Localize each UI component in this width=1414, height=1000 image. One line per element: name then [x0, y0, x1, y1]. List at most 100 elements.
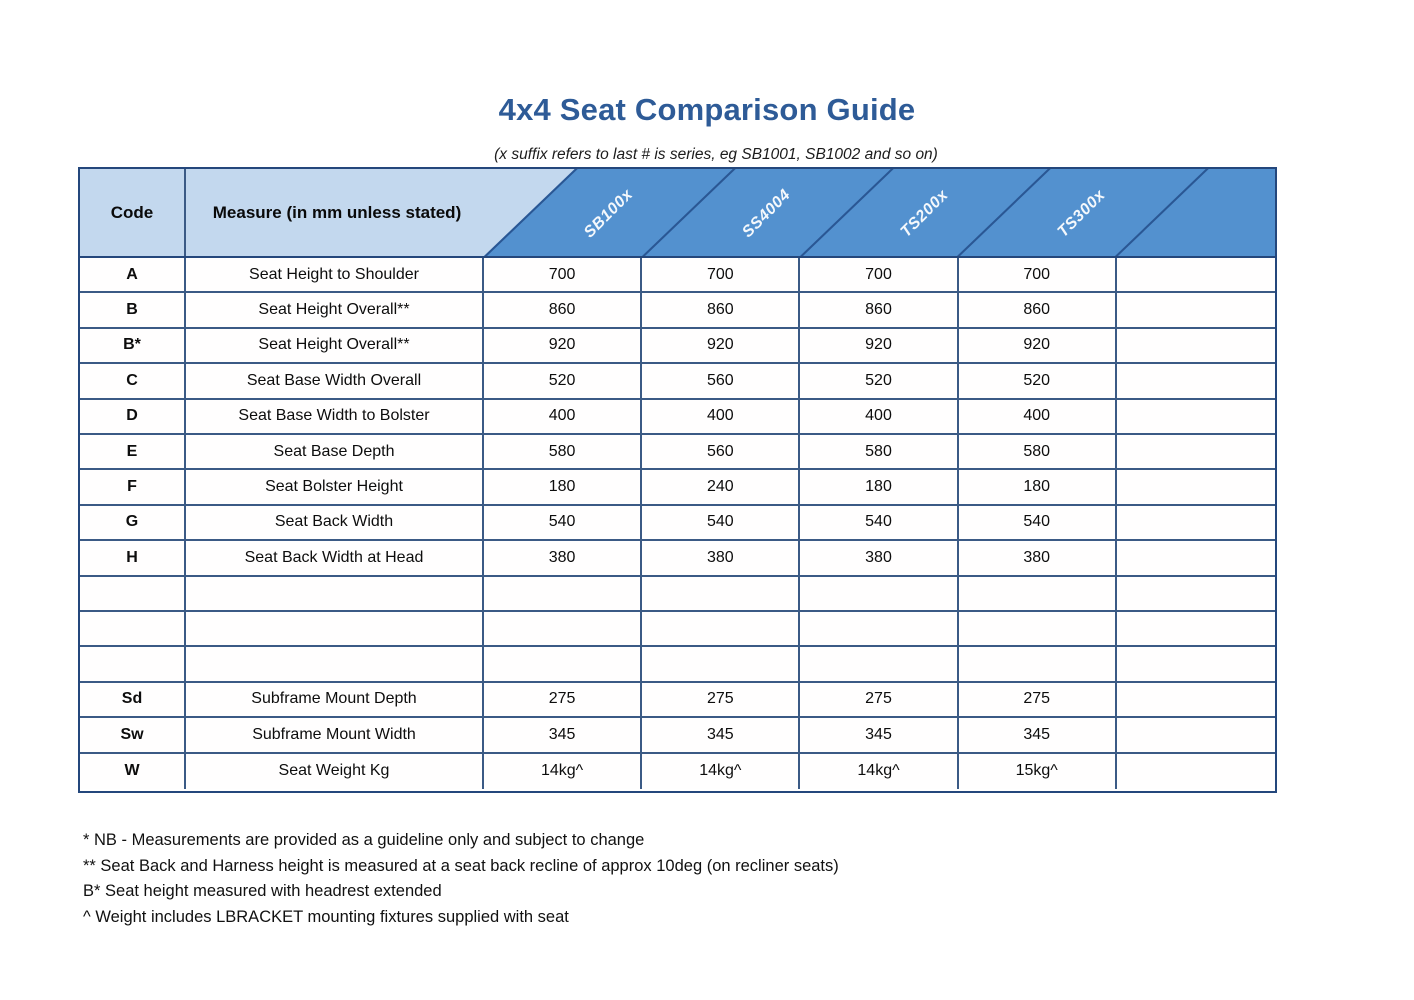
value-cell: 380: [484, 541, 643, 575]
measure-cell: [186, 576, 484, 610]
value-cell: 275: [484, 682, 643, 717]
value-cell: 560: [642, 435, 801, 469]
code-cell: B*: [80, 328, 186, 363]
page-subtitle: (x suffix refers to last # is series, eg…: [494, 146, 938, 163]
code-cell: E: [80, 435, 186, 469]
value-cell: [959, 647, 1117, 681]
value-cell: 275: [959, 682, 1117, 717]
code-cell: [80, 612, 186, 646]
empty-cell: [1117, 293, 1275, 326]
value-cell: 580: [484, 435, 643, 469]
value-cell: 860: [959, 293, 1117, 327]
value-cell: 14kg^: [800, 753, 959, 789]
code-cell: [80, 647, 186, 681]
table-row: W Seat Weight Kg 14kg^ 14kg^ 14kg^ 15kg^: [80, 753, 1275, 789]
value-cell: 540: [484, 505, 643, 540]
value-cell: [800, 576, 959, 610]
value-cell: 400: [959, 399, 1117, 433]
value-cell: 345: [800, 718, 959, 752]
value-cell: 345: [484, 718, 643, 752]
measure-cell: Subframe Mount Width: [186, 718, 484, 752]
value-cell: 14kg^: [642, 753, 801, 789]
empty-cell: [1117, 329, 1275, 362]
measure-cell: Seat Bolster Height: [186, 470, 484, 504]
measure-cell: Seat Back Width at Head: [186, 541, 484, 575]
value-cell: 560: [642, 364, 801, 398]
value-cell: [642, 612, 801, 646]
value-cell: 520: [484, 364, 643, 398]
value-cell: [642, 576, 801, 610]
value-cell: 180: [959, 470, 1117, 504]
footnotes: * NB - Measurements are provided as a gu…: [83, 828, 839, 930]
table-row: Sw Subframe Mount Width 345 345 345 345: [80, 718, 1275, 754]
value-cell: 400: [642, 399, 801, 433]
empty-cell: [1117, 506, 1275, 539]
code-cell: A: [80, 258, 186, 292]
table-row: [80, 576, 1275, 612]
table-row: B Seat Height Overall** 860 860 860 860: [80, 293, 1275, 329]
empty-cell: [1117, 718, 1275, 751]
table-header: Code Measure (in mm unless stated) SB100…: [80, 169, 1275, 258]
empty-cell: [1117, 577, 1275, 610]
comparison-table: Code Measure (in mm unless stated) SB100…: [78, 167, 1277, 793]
footnote: ^ Weight includes LBRACKET mounting fixt…: [83, 907, 569, 926]
value-cell: 580: [959, 435, 1117, 469]
value-cell: 580: [800, 435, 959, 469]
value-cell: 345: [959, 718, 1117, 752]
measure-cell: Seat Back Width: [186, 505, 484, 540]
table-row: H Seat Back Width at Head 380 380 380 380: [80, 541, 1275, 577]
code-cell: B: [80, 293, 186, 327]
empty-cell: [1117, 647, 1275, 680]
table-row: F Seat Bolster Height 180 240 180 180: [80, 470, 1275, 506]
value-cell: [959, 612, 1117, 646]
code-cell: D: [80, 399, 186, 433]
value-cell: 400: [800, 399, 959, 433]
value-cell: 920: [800, 328, 959, 363]
measure-cell: Seat Weight Kg: [186, 753, 484, 789]
footnote: B* Seat height measured with headrest ex…: [83, 882, 442, 900]
measure-cell: Seat Height Overall**: [186, 293, 484, 327]
table-body: A Seat Height to Shoulder 700 700 700 700 B Sea…: [80, 258, 1275, 789]
table-row: [80, 612, 1275, 648]
value-cell: 920: [484, 328, 643, 363]
table-row: [80, 647, 1275, 683]
code-cell: C: [80, 364, 186, 398]
empty-cell: [1117, 612, 1275, 645]
value-cell: 14kg^: [484, 753, 643, 789]
code-cell: Sd: [80, 682, 186, 717]
code-cell: W: [80, 753, 186, 789]
footnote: * NB - Measurements are provided as a gu…: [83, 831, 645, 849]
empty-cell: [1117, 435, 1275, 468]
value-cell: 180: [484, 470, 643, 504]
header-code-cell: Code: [80, 169, 186, 256]
value-cell: 700: [642, 258, 801, 292]
measure-cell: Seat Base Width Overall: [186, 364, 484, 398]
page-title: 4x4 Seat Comparison Guide: [498, 92, 916, 127]
value-cell: 240: [642, 470, 801, 504]
footnote: ** Seat Back and Harness height is measu…: [83, 856, 839, 875]
measure-cell: Seat Base Depth: [186, 435, 484, 469]
measure-cell: Seat Height to Shoulder: [186, 258, 484, 292]
measure-cell: Seat Base Width to Bolster: [186, 399, 484, 433]
value-cell: [959, 576, 1117, 610]
table-row: G Seat Back Width 540 540 540 540: [80, 505, 1275, 542]
code-cell: H: [80, 541, 186, 575]
value-cell: 860: [800, 293, 959, 327]
value-cell: 275: [642, 682, 801, 717]
measure-cell: [186, 612, 484, 646]
value-cell: 380: [642, 541, 801, 575]
value-cell: 860: [642, 293, 801, 327]
value-cell: 920: [642, 328, 801, 363]
empty-cell: [1117, 470, 1275, 503]
value-cell: [800, 612, 959, 646]
value-cell: [484, 576, 643, 610]
table-row: C Seat Base Width Overall 520 560 520 520: [80, 364, 1275, 400]
header-measure-cell: Measure (in mm unless stated): [212, 202, 462, 222]
empty-cell: [1117, 754, 1275, 789]
empty-cell: [1117, 541, 1275, 574]
value-cell: 860: [484, 293, 643, 327]
value-cell: 380: [800, 541, 959, 575]
code-cell: Sw: [80, 718, 186, 752]
code-cell: F: [80, 470, 186, 504]
measure-cell: Subframe Mount Depth: [186, 682, 484, 717]
